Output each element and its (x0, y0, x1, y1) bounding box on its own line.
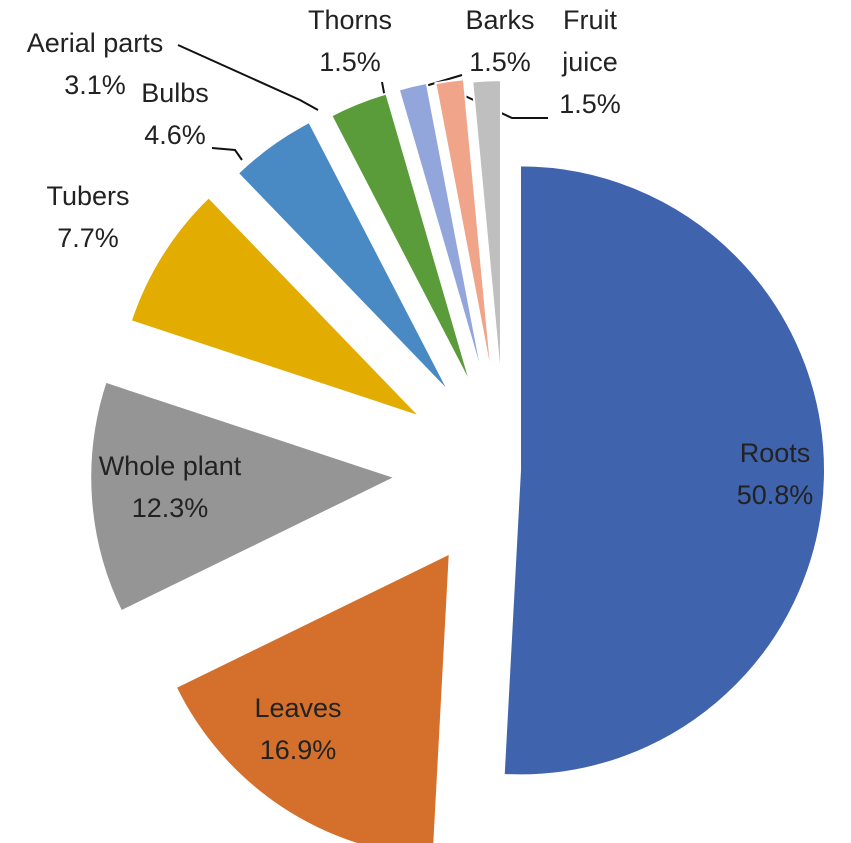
label-line: Fruit (563, 5, 617, 35)
slice-label-name: Fruit juice (561, 5, 618, 77)
slice-label-value: 7.7% (57, 223, 119, 253)
pie-slice (471, 79, 502, 386)
slice-label-value: 4.6% (144, 120, 206, 150)
pie-slice (502, 164, 826, 777)
pie-slice (397, 81, 485, 383)
slice-label-name: Roots (740, 438, 811, 468)
pie-slice (129, 195, 422, 418)
slice-label-value: 3.1% (64, 70, 126, 100)
slice-label-value: 1.5% (469, 47, 531, 77)
pie-slice (174, 551, 451, 843)
leader-line (447, 87, 548, 119)
pie-slice (89, 380, 398, 613)
slice-label-name: Whole plant (99, 451, 242, 481)
slice-label-value: 1.5% (319, 47, 381, 77)
slice-label-name: Barks (465, 5, 534, 35)
leader-line (177, 44, 319, 111)
slice-label-value: 16.9% (260, 735, 337, 765)
slice-label-name: Bulbs (141, 78, 209, 108)
slice-label-value: 1.5% (559, 89, 621, 119)
leader-line (211, 147, 243, 161)
pie-slice (329, 92, 473, 387)
slice-label-name: Tubers (46, 181, 129, 211)
slice-label-name: Leaves (254, 693, 341, 723)
slice-label-name: Aerial parts (27, 28, 164, 58)
slice-label-value: 12.3% (132, 493, 209, 523)
leader-lines (177, 44, 548, 161)
slice-label-name: Thorns (308, 5, 392, 35)
label-line: juice (561, 47, 618, 77)
pie-slice (236, 120, 451, 394)
slice-label-value: 50.8% (737, 480, 814, 510)
pie-slice (434, 78, 494, 384)
